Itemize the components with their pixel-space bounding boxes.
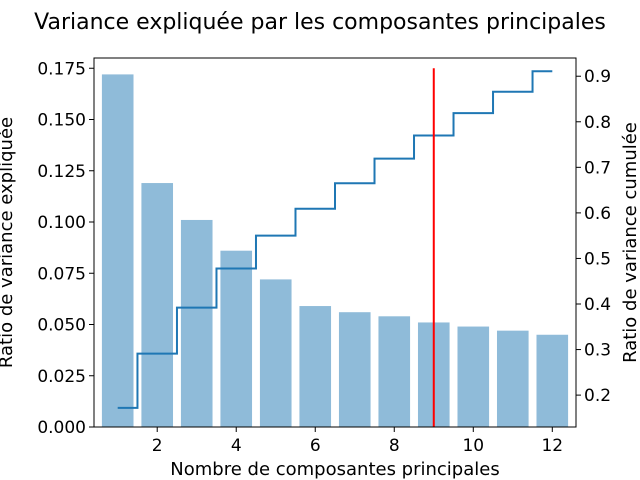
y2-tick-label-0.6: 0.6 xyxy=(584,204,611,224)
bar-3 xyxy=(180,219,213,427)
y2-tick-label-0.4: 0.4 xyxy=(584,295,611,315)
y-tick-label-0.125: 0.125 xyxy=(37,162,86,182)
x-tick-label-12: 12 xyxy=(541,436,563,456)
bar-5 xyxy=(259,279,292,427)
y2-tick-label-0.9: 0.9 xyxy=(584,67,611,87)
y-tick-label-0.175: 0.175 xyxy=(37,59,86,79)
plot-frame xyxy=(93,57,577,428)
x-tick-label-4: 4 xyxy=(231,436,242,456)
y-tick-label-0.000: 0.000 xyxy=(37,418,86,438)
plot-area xyxy=(101,68,569,428)
bar-11 xyxy=(496,330,529,427)
y-tick-label-0.100: 0.100 xyxy=(37,213,86,233)
y2-tick-label-0.5: 0.5 xyxy=(584,249,611,269)
y-tick-label-0.025: 0.025 xyxy=(37,367,86,387)
y2-tick-label-0.2: 0.2 xyxy=(584,386,611,406)
x-axis-label: Nombre de composantes principales xyxy=(170,459,499,480)
x-tick-label-10: 10 xyxy=(462,436,484,456)
x-tick-label-2: 2 xyxy=(152,436,163,456)
y-tick-label-0.050: 0.050 xyxy=(37,316,86,336)
cumulative-variance-step-line xyxy=(117,70,553,409)
bar-12 xyxy=(536,334,569,427)
y-tick-label-0.075: 0.075 xyxy=(37,264,86,284)
x-tick-label-6: 6 xyxy=(310,436,321,456)
y2-tick-label-0.8: 0.8 xyxy=(584,113,611,133)
y2-axis-label: Ratio de variance cumulée xyxy=(620,122,640,363)
bar-10 xyxy=(457,326,490,427)
bar-8 xyxy=(378,316,411,427)
bar-2 xyxy=(141,183,174,427)
y-tick-label-0.150: 0.150 xyxy=(37,111,86,131)
axes: 2 4 6 8 10 12 0.000 0.025 0.050 0.075 0.100 0.125 0.… xyxy=(37,59,611,456)
bar-7 xyxy=(338,312,371,427)
bar-1 xyxy=(101,74,134,428)
x-tick-label-8: 8 xyxy=(389,436,400,456)
bar-4 xyxy=(220,250,253,427)
chart-title: Variance expliquée par les composantes p… xyxy=(34,10,606,35)
y-axis-label: Ratio de variance expliquée xyxy=(0,117,17,368)
y2-tick-label-0.3: 0.3 xyxy=(584,341,611,361)
y2-tick-label-0.7: 0.7 xyxy=(584,158,611,178)
bar-6 xyxy=(299,306,332,427)
